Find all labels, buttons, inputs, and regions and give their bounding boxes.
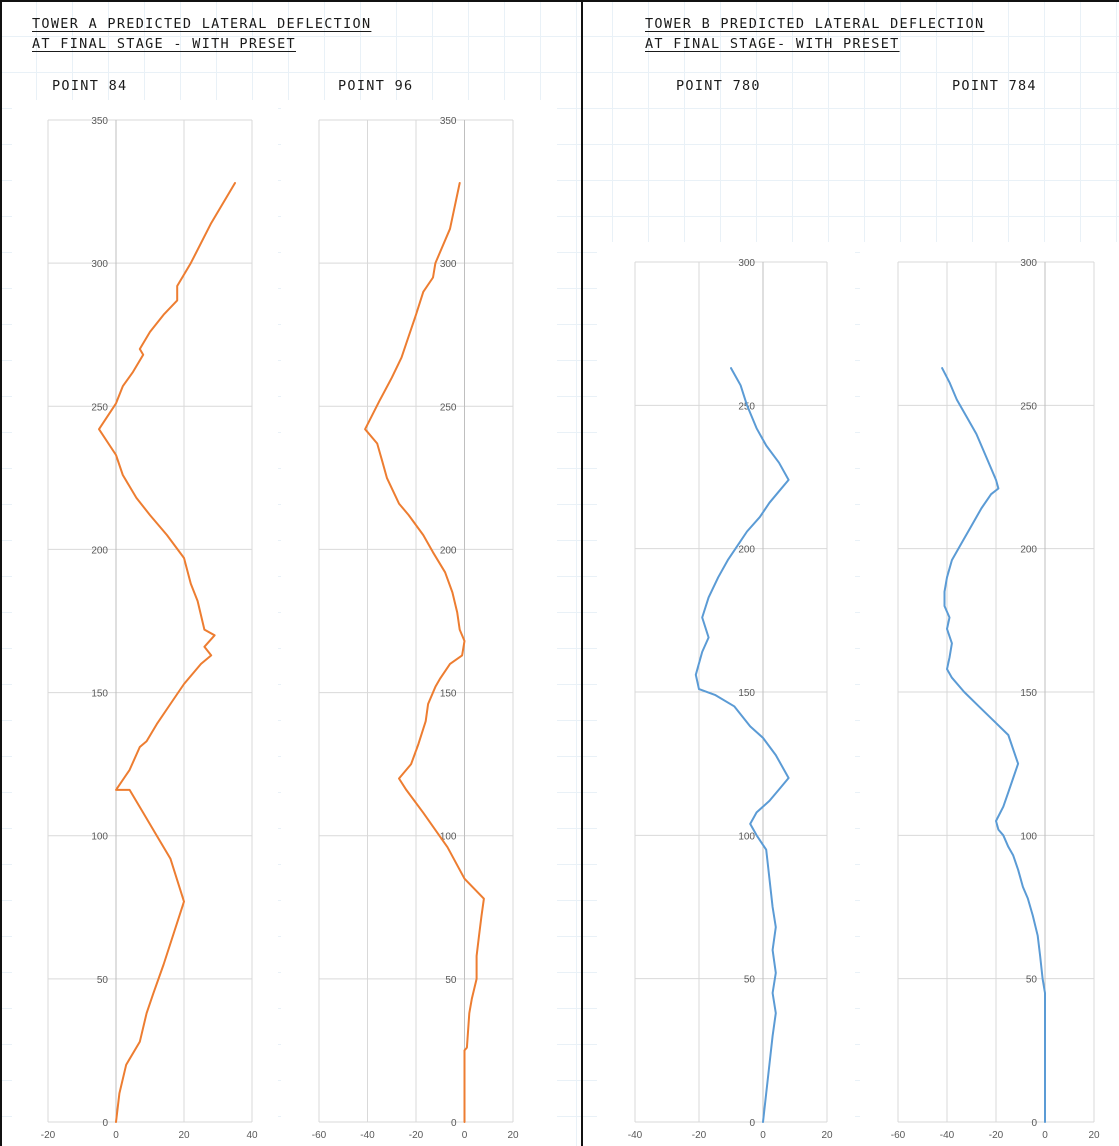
x-tick-label: -60 bbox=[312, 1130, 327, 1141]
x-tick-label: -20 bbox=[41, 1130, 56, 1141]
y-tick-label: 300 bbox=[440, 259, 457, 270]
x-tick-label: 0 bbox=[760, 1130, 766, 1141]
x-tick-label: 20 bbox=[178, 1130, 190, 1141]
x-tick-label: -20 bbox=[989, 1130, 1004, 1141]
deflection-series-line bbox=[941, 367, 1046, 1123]
x-tick-label: 0 bbox=[1042, 1130, 1048, 1141]
deflection-series-line bbox=[364, 182, 485, 1123]
x-tick-label: -20 bbox=[692, 1130, 707, 1141]
y-tick-label: 50 bbox=[744, 975, 756, 986]
sheet-border-left bbox=[0, 0, 2, 1146]
x-tick-label: 0 bbox=[462, 1130, 468, 1141]
x-tick-label: 20 bbox=[821, 1130, 833, 1141]
y-tick-label: 150 bbox=[91, 689, 108, 700]
chart-point-84: 0 50 100 150 200 250 300 350 -20 0 20 40 bbox=[12, 100, 278, 1146]
y-tick-label: 250 bbox=[440, 402, 457, 413]
x-tick-label: 20 bbox=[1088, 1130, 1100, 1141]
y-tick-label: 100 bbox=[91, 832, 108, 843]
y-tick-label: 200 bbox=[440, 545, 457, 556]
tower-b-heading-line2: AT FINAL STAGE- WITH PRESET bbox=[645, 36, 900, 52]
y-tick-label: 0 bbox=[749, 1118, 755, 1129]
y-tick-label: 300 bbox=[1020, 258, 1037, 269]
y-tick-label: 100 bbox=[440, 832, 457, 843]
y-tick-label: 100 bbox=[1020, 831, 1037, 842]
y-tick-label: 200 bbox=[1020, 545, 1037, 556]
x-tick-label: -40 bbox=[940, 1130, 955, 1141]
chart-point-784: 0 50 100 150 200 250 300 -60 -40 -20 0 20 bbox=[860, 242, 1119, 1146]
y-tick-label: 150 bbox=[440, 689, 457, 700]
y-tick-label: 350 bbox=[91, 116, 108, 127]
point-84-label: POINT 84 bbox=[52, 78, 128, 94]
x-tick-label: -20 bbox=[409, 1130, 424, 1141]
y-tick-label: 350 bbox=[440, 116, 457, 127]
tower-a-heading-line2: AT FINAL STAGE - WITH PRESET bbox=[32, 36, 296, 52]
point-96-label: POINT 96 bbox=[338, 78, 414, 94]
point-784-label: POINT 784 bbox=[952, 78, 1037, 94]
y-tick-label: 50 bbox=[445, 975, 457, 986]
y-tick-label: 100 bbox=[738, 831, 755, 842]
chart-point-96: 0 50 100 150 200 250 300 350 -60 -40 -20 0 20 bbox=[281, 100, 557, 1146]
tower-b-heading: TOWER B PREDICTED LATERAL DEFLECTION AT … bbox=[645, 14, 984, 54]
x-tick-label: 0 bbox=[113, 1130, 119, 1141]
y-tick-label: 150 bbox=[738, 688, 755, 699]
tower-divider bbox=[581, 0, 583, 1146]
y-tick-label: 50 bbox=[1026, 975, 1038, 986]
y-tick-label: 0 bbox=[102, 1118, 108, 1129]
x-tick-label: -40 bbox=[360, 1130, 375, 1141]
y-tick-label: 0 bbox=[1031, 1118, 1037, 1129]
x-tick-label: 40 bbox=[246, 1130, 258, 1141]
tower-b-heading-line1: TOWER B PREDICTED LATERAL DEFLECTION bbox=[645, 16, 985, 32]
deflection-series-line bbox=[694, 367, 790, 1123]
sheet-border-top bbox=[0, 0, 1119, 2]
deflection-series-line bbox=[98, 182, 236, 1123]
y-tick-label: 200 bbox=[91, 545, 108, 556]
y-tick-label: 250 bbox=[91, 402, 108, 413]
y-tick-label: 300 bbox=[738, 258, 755, 269]
y-tick-label: 150 bbox=[1020, 688, 1037, 699]
tower-a-heading-line1: TOWER A PREDICTED LATERAL DEFLECTION bbox=[32, 16, 372, 32]
x-tick-label: -40 bbox=[628, 1130, 643, 1141]
x-tick-label: -60 bbox=[891, 1130, 906, 1141]
x-tick-label: 20 bbox=[507, 1130, 519, 1141]
y-tick-label: 50 bbox=[97, 975, 109, 986]
tower-a-heading: TOWER A PREDICTED LATERAL DEFLECTION AT … bbox=[32, 14, 371, 54]
y-tick-label: 250 bbox=[1020, 401, 1037, 412]
y-tick-label: 200 bbox=[738, 545, 755, 556]
point-780-label: POINT 780 bbox=[676, 78, 761, 94]
y-tick-label: 300 bbox=[91, 259, 108, 270]
y-tick-label: 0 bbox=[451, 1118, 457, 1129]
